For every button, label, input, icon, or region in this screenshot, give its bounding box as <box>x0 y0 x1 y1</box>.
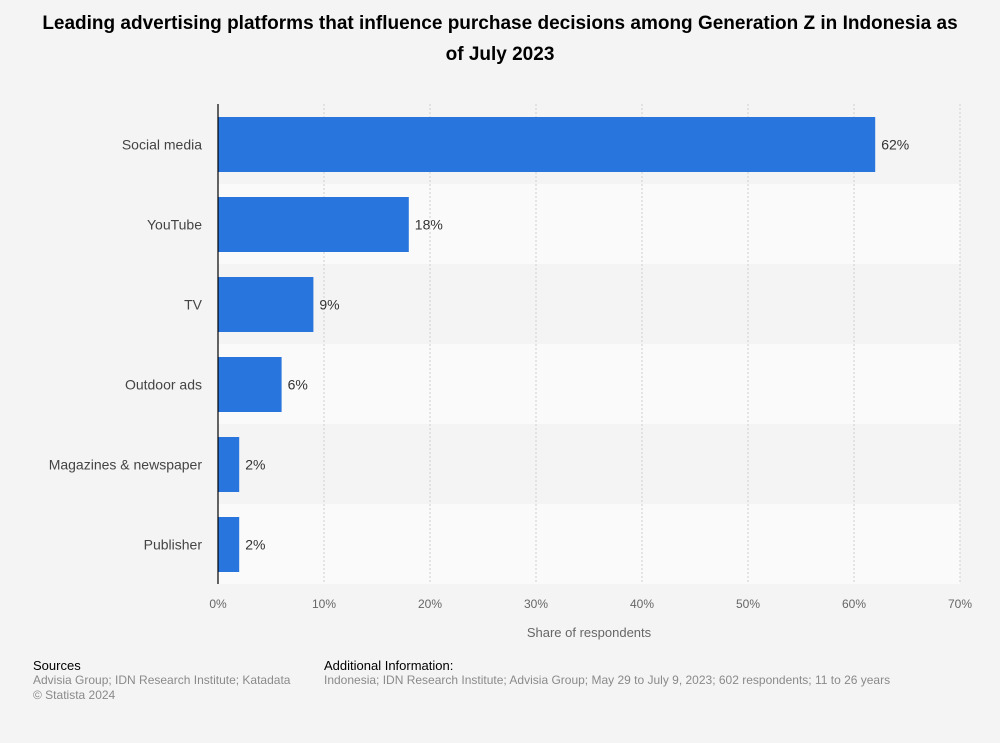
chart-title: Leading advertising platforms that influ… <box>42 13 958 65</box>
bar[interactable] <box>218 117 876 172</box>
x-axis-title: Share of respondents <box>527 625 652 640</box>
bar[interactable] <box>218 517 240 572</box>
value-label: 18% <box>415 217 443 233</box>
x-tick-label: 70% <box>948 597 972 611</box>
row-band <box>218 264 960 344</box>
copyright-text: © Statista 2024 <box>33 688 116 702</box>
value-label: 2% <box>245 457 265 473</box>
row-band <box>218 344 960 424</box>
category-label: Publisher <box>144 537 203 553</box>
sources-block: Sources Advisia Group; IDN Research Inst… <box>33 658 290 703</box>
row-band <box>218 504 960 584</box>
additional-info-text: Indonesia; IDN Research Institute; Advis… <box>324 673 891 687</box>
value-label: 9% <box>319 297 339 313</box>
x-tick-label: 40% <box>630 597 654 611</box>
category-label: Outdoor ads <box>125 377 202 393</box>
x-tick-label: 50% <box>736 597 760 611</box>
bar-chart: 0% 10% 20% 30% 40% 50% 60% 70% Social media 62% Yo… <box>49 104 972 640</box>
category-label: Social media <box>122 137 202 153</box>
value-label: 2% <box>245 537 265 553</box>
category-label: Magazines & newspaper <box>49 457 203 473</box>
sources-text[interactable]: Advisia Group; IDN Research Institute; K… <box>33 673 291 687</box>
category-label: YouTube <box>147 217 202 233</box>
category-label: TV <box>184 297 203 313</box>
x-tick-label: 0% <box>209 597 227 611</box>
row-band <box>218 424 960 504</box>
bar[interactable] <box>218 197 409 252</box>
bar[interactable] <box>218 357 282 412</box>
additional-info-block: Additional Information: Indonesia; IDN R… <box>324 658 890 688</box>
x-tick-label: 20% <box>418 597 442 611</box>
value-label: 62% <box>881 137 909 153</box>
bar[interactable] <box>218 277 314 332</box>
sources-heading: Sources <box>33 658 81 673</box>
value-label: 6% <box>288 377 308 393</box>
additional-info-heading: Additional Information: <box>324 658 454 673</box>
x-tick-label: 30% <box>524 597 548 611</box>
x-tick-label: 10% <box>312 597 336 611</box>
bar[interactable] <box>218 437 240 492</box>
x-tick-label: 60% <box>842 597 866 611</box>
